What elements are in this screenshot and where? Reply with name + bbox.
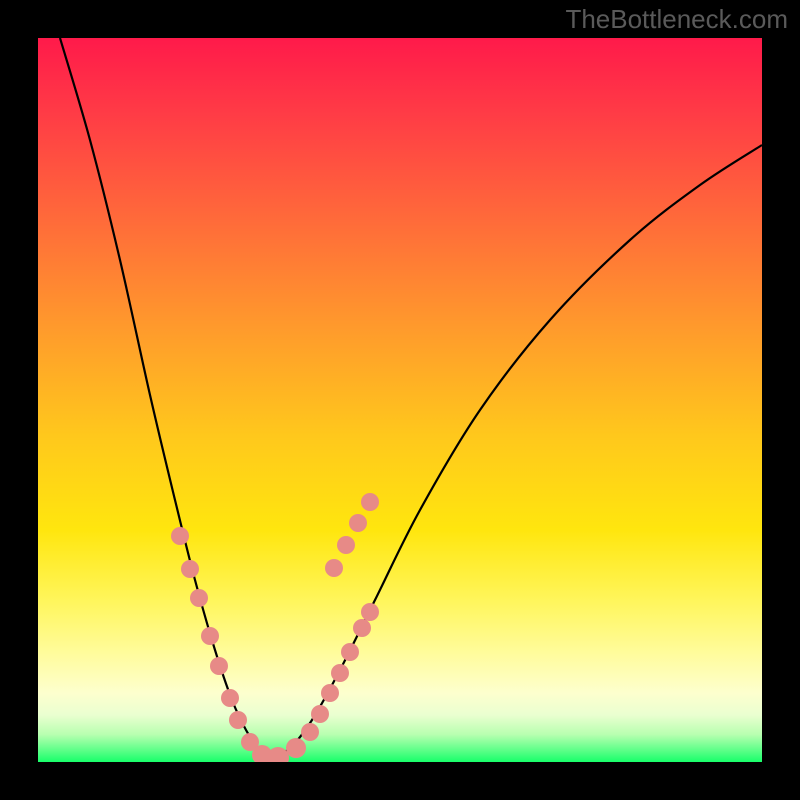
data-marker — [341, 643, 359, 661]
data-marker — [311, 705, 329, 723]
data-marker — [349, 514, 367, 532]
watermark-text: TheBottleneck.com — [565, 4, 788, 35]
data-marker — [301, 723, 319, 741]
plot-background — [38, 38, 762, 762]
data-marker — [321, 684, 339, 702]
data-marker — [361, 603, 379, 621]
data-marker — [337, 536, 355, 554]
data-marker — [361, 493, 379, 511]
data-marker — [221, 689, 239, 707]
data-marker — [325, 559, 343, 577]
data-marker — [181, 560, 199, 578]
chart-container: TheBottleneck.com — [0, 0, 800, 800]
data-marker — [353, 619, 371, 637]
bottleneck-chart — [0, 0, 800, 800]
data-marker — [286, 738, 306, 758]
data-marker — [190, 589, 208, 607]
data-marker — [229, 711, 247, 729]
data-marker — [171, 527, 189, 545]
data-marker — [331, 664, 349, 682]
data-marker — [201, 627, 219, 645]
data-marker — [210, 657, 228, 675]
